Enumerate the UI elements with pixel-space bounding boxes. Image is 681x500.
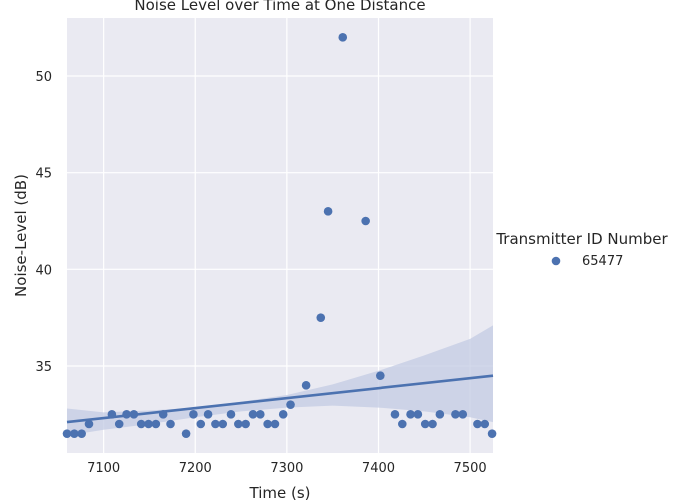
gridlines bbox=[67, 18, 493, 453]
data-point bbox=[487, 429, 497, 438]
data-point bbox=[226, 410, 236, 419]
x-tick-labels: 7100 7200 7300 7400 7500 bbox=[87, 461, 487, 476]
y-tick-label: 50 bbox=[35, 70, 52, 85]
data-point bbox=[122, 410, 131, 419]
data-point bbox=[473, 419, 482, 429]
data-point bbox=[158, 410, 168, 419]
data-point bbox=[203, 410, 213, 419]
x-tick-label: 7500 bbox=[454, 461, 487, 476]
data-point bbox=[338, 33, 348, 42]
data-point bbox=[189, 410, 198, 419]
x-axis-label: Time (s) bbox=[249, 484, 311, 500]
data-point bbox=[70, 429, 79, 438]
y-tick-label: 40 bbox=[35, 263, 52, 278]
data-points bbox=[62, 33, 497, 438]
data-point bbox=[263, 419, 272, 429]
data-point bbox=[77, 429, 86, 438]
chart-title: Noise Level over Time at One Distance bbox=[134, 0, 425, 14]
y-tick-label: 35 bbox=[35, 360, 52, 375]
data-point bbox=[248, 410, 258, 419]
y-tick-labels: 35 40 45 50 bbox=[35, 70, 52, 375]
data-point bbox=[62, 429, 72, 438]
legend-marker bbox=[551, 256, 561, 266]
data-point bbox=[435, 410, 445, 419]
data-point bbox=[278, 410, 288, 419]
data-point bbox=[129, 410, 139, 419]
data-point bbox=[428, 419, 437, 429]
data-point bbox=[114, 419, 124, 429]
data-point bbox=[451, 410, 460, 419]
data-point bbox=[234, 419, 243, 429]
data-point bbox=[181, 429, 191, 438]
data-point bbox=[301, 381, 311, 390]
data-point bbox=[151, 419, 161, 429]
data-point bbox=[84, 419, 94, 429]
data-point bbox=[316, 313, 326, 322]
confidence-band bbox=[67, 325, 493, 436]
legend-title: Transmitter ID Number bbox=[495, 230, 668, 248]
data-point bbox=[136, 419, 146, 429]
data-point bbox=[361, 216, 370, 226]
data-point bbox=[413, 410, 423, 419]
data-point bbox=[398, 419, 407, 429]
data-point bbox=[390, 410, 400, 419]
x-tick-label: 7400 bbox=[362, 461, 395, 476]
data-point bbox=[211, 419, 220, 429]
data-point bbox=[420, 419, 430, 429]
x-tick-label: 7200 bbox=[179, 461, 212, 476]
y-tick-label: 45 bbox=[35, 167, 52, 182]
data-point bbox=[480, 419, 490, 429]
x-tick-label: 7100 bbox=[87, 461, 120, 476]
data-point bbox=[376, 371, 385, 380]
data-point bbox=[107, 410, 117, 419]
data-point bbox=[144, 419, 153, 429]
y-axis-label: Noise-Level (dB) bbox=[12, 174, 30, 297]
data-point bbox=[270, 419, 280, 429]
data-point bbox=[196, 419, 206, 429]
data-point bbox=[406, 410, 415, 419]
data-point bbox=[218, 419, 228, 429]
data-point bbox=[166, 419, 175, 429]
data-point bbox=[458, 410, 468, 419]
data-point bbox=[241, 419, 250, 429]
x-tick-label: 7300 bbox=[270, 461, 303, 476]
legend-entry-label: 65477 bbox=[582, 254, 623, 269]
data-point bbox=[286, 400, 295, 409]
data-point bbox=[256, 410, 265, 419]
data-point bbox=[323, 207, 333, 216]
